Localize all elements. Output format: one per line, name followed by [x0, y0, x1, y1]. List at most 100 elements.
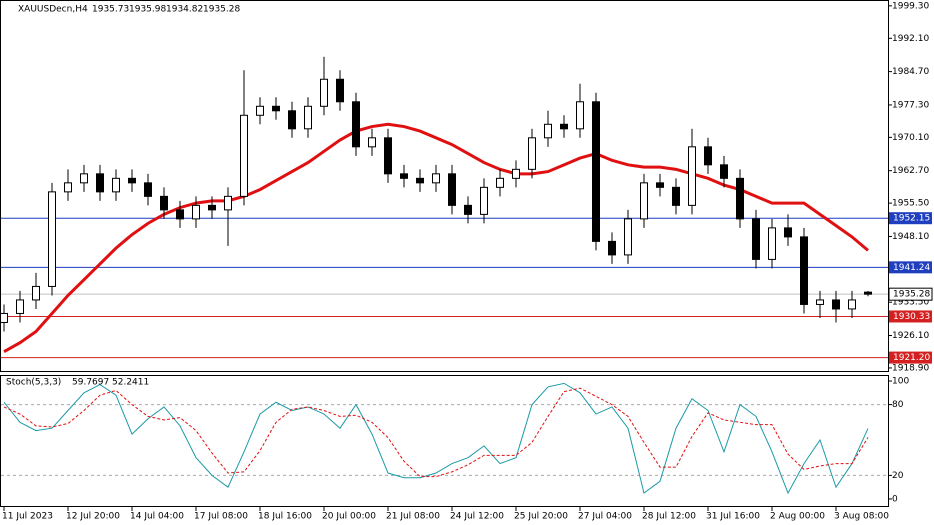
symbol: XAUUSDecn,H4	[18, 5, 88, 15]
candle-body	[208, 204, 216, 211]
candle-body	[608, 240, 616, 256]
candle-body	[336, 78, 344, 103]
x-tick-label: 14 Jul 04:00	[130, 512, 184, 522]
y-tick-label: 1984.70	[892, 67, 929, 77]
candle-body	[576, 101, 584, 130]
y-tick-label: 1948.10	[892, 232, 929, 242]
stoch-title: Stoch(5,3,3)	[6, 378, 61, 388]
stoch-line	[3, 387, 869, 478]
candle-body	[352, 101, 360, 148]
candle-body	[864, 291, 872, 295]
x-tick-label: 31 Jul 16:00	[706, 512, 760, 522]
level-tag	[889, 351, 932, 364]
y-tick-label: 1926.10	[892, 331, 929, 341]
candle-body	[656, 182, 664, 188]
x-tick-label: 12 Jul 20:00	[66, 512, 120, 522]
candle-body	[464, 204, 472, 215]
candle-body	[816, 299, 824, 305]
x-tick-label: 20 Jul 00:00	[322, 512, 376, 522]
candle-body	[672, 186, 680, 206]
y-tick-label: 0	[892, 494, 898, 504]
x-tick-label: 25 Jul 20:00	[514, 512, 568, 522]
stoch-d-value: 52.2411	[112, 378, 149, 388]
candle-body	[0, 312, 8, 323]
candle-body	[688, 146, 696, 206]
level-label: 1921.20	[893, 353, 930, 363]
y-tick-label: 1955.50	[892, 199, 929, 209]
candle-body	[704, 146, 712, 166]
x-tick-label: 18 Jul 16:00	[258, 512, 312, 522]
last-open: 1935.73	[92, 5, 129, 15]
candle-body	[448, 173, 456, 206]
candle-body	[48, 191, 56, 287]
y-tick-label: 1992.10	[892, 34, 929, 44]
candle-body	[384, 137, 392, 175]
x-tick-label: 21 Jul 08:00	[386, 512, 440, 522]
y-tick-label: 1918.90	[892, 363, 929, 373]
price-panel	[0, 0, 889, 372]
candle-body	[400, 173, 408, 179]
candle-body	[832, 299, 840, 310]
candle-body	[544, 123, 552, 139]
candle-body	[144, 182, 152, 197]
candle-body	[368, 137, 376, 148]
candle-body	[192, 204, 200, 220]
candle-body	[528, 137, 536, 170]
candle-body	[752, 218, 760, 260]
candle-body	[16, 299, 24, 314]
candle-body	[640, 182, 648, 220]
candle-body	[560, 123, 568, 130]
x-tick-label: 27 Jul 04:00	[578, 512, 632, 522]
stoch-line	[3, 382, 869, 495]
candle-body	[272, 105, 280, 112]
candle-body	[768, 227, 776, 260]
candle-body	[80, 173, 88, 184]
x-tick-label: 2 Aug 00:00	[770, 512, 825, 522]
y-tick-label: 100	[892, 377, 909, 387]
candle-body	[128, 177, 136, 184]
current-price-tag	[888, 287, 933, 301]
y-tick-label: 80	[892, 400, 904, 410]
level-label: 1952.15	[893, 214, 930, 224]
level-tag	[889, 261, 932, 274]
candle-body	[720, 164, 728, 179]
candle-body	[800, 236, 808, 305]
x-tick-label: 11 Jul 2023	[2, 512, 53, 522]
candle-body	[432, 173, 440, 184]
level-tag	[889, 310, 932, 323]
candle-body	[288, 110, 296, 130]
level-label: 1941.24	[893, 263, 930, 273]
x-tick-label: 28 Jul 12:00	[642, 512, 696, 522]
y-tick-label: 1999.30	[892, 1, 929, 11]
candle-body	[160, 195, 168, 211]
candle-body	[512, 168, 520, 179]
candle-body	[320, 78, 328, 107]
candle-body	[112, 177, 120, 193]
candle-body	[736, 177, 744, 220]
x-tick-label: 24 Jul 12:00	[450, 512, 504, 522]
level-tag	[889, 212, 932, 225]
y-tick-label: 1977.30	[892, 100, 929, 110]
y-tick-label: 1933.50	[892, 298, 929, 308]
last-high: 1935.98	[129, 5, 166, 15]
x-tick-label: 17 Jul 08:00	[194, 512, 248, 522]
candle-body	[176, 209, 184, 220]
candle-body	[96, 173, 104, 193]
candle-body	[416, 177, 424, 184]
candle-body	[240, 114, 248, 197]
candle-body	[224, 195, 232, 211]
x-tick-label: 3 Aug 08:00	[834, 512, 889, 522]
candle-body	[624, 218, 632, 256]
candle-body	[480, 186, 488, 215]
candle-body	[256, 105, 264, 116]
candle-body	[784, 227, 792, 238]
current-price-label: 1935.28	[893, 290, 930, 300]
candle-body	[64, 182, 72, 193]
candle-body	[304, 105, 312, 130]
level-label: 1930.33	[893, 312, 930, 322]
last-close: 1935.28	[203, 5, 240, 15]
stoch-panel	[0, 375, 889, 507]
candle-body	[32, 285, 40, 301]
candle-body	[592, 101, 600, 242]
